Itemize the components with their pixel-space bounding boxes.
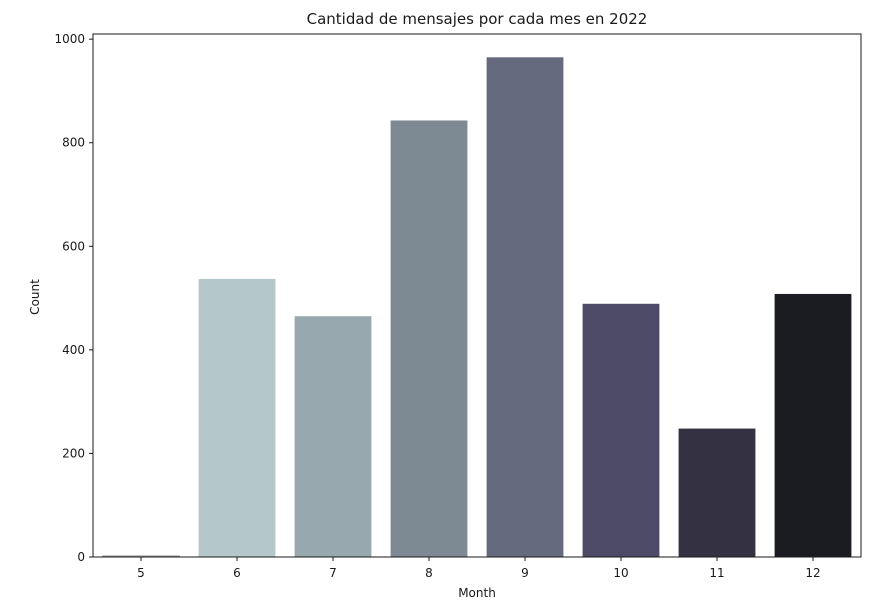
y-axis-ticks: 0 200 400 600 800 1000: [54, 32, 93, 564]
bar-month-6: [198, 278, 276, 557]
chart-title: Cantidad de mensajes por cada mes en 202…: [307, 10, 648, 28]
bar-month-7: [294, 316, 372, 557]
x-tick-label: 9: [521, 566, 529, 580]
x-tick-label: 10: [613, 566, 628, 580]
x-tick-label: 8: [425, 566, 433, 580]
bars: [102, 57, 852, 558]
bar-month-10: [582, 303, 660, 557]
plot-frame: [92, 33, 862, 558]
bar-month-11: [678, 428, 756, 557]
x-tick-label: 11: [709, 566, 724, 580]
y-tick-label: 200: [62, 446, 85, 460]
x-tick-label: 7: [329, 566, 337, 580]
y-tick-label: 1000: [54, 32, 85, 46]
bar-month-8: [390, 120, 468, 557]
x-tick-label: 6: [233, 566, 241, 580]
y-tick-label: 800: [62, 136, 85, 150]
y-axis-label: Count: [28, 279, 42, 315]
y-tick-label: 400: [62, 343, 85, 357]
bar-month-9: [486, 57, 564, 558]
x-axis-label: Month: [458, 586, 496, 600]
x-axis-ticks: 5 6 7 8 9 10 11 12: [137, 557, 821, 580]
y-tick-label: 0: [77, 550, 85, 564]
x-tick-label: 12: [805, 566, 820, 580]
x-tick-label: 5: [137, 566, 145, 580]
y-tick-label: 600: [62, 239, 85, 253]
bar-month-12: [774, 293, 852, 557]
